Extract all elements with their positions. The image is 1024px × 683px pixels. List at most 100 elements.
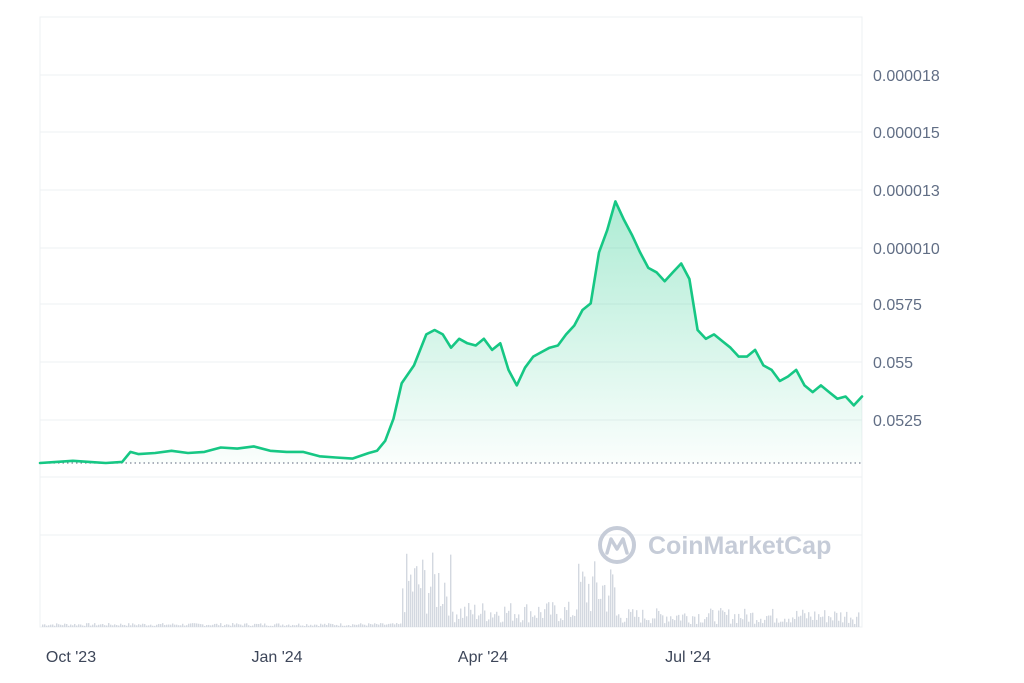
volume-bar — [822, 616, 824, 627]
volume-bar — [224, 624, 226, 627]
volume-bar — [154, 625, 156, 627]
volume-bar — [756, 620, 758, 627]
volume-bar — [94, 623, 96, 627]
volume-bar — [708, 613, 710, 627]
volume-bar — [820, 617, 822, 627]
volume-bar — [678, 614, 680, 627]
volume-bar — [780, 621, 782, 627]
volume-bar — [848, 622, 850, 627]
volume-bar — [834, 611, 836, 627]
volume-bar — [470, 609, 472, 627]
volume-bar — [338, 625, 340, 627]
volume-bar — [474, 604, 476, 627]
volume-bar — [42, 624, 44, 627]
volume-bar — [800, 615, 802, 627]
volume-bar — [836, 612, 838, 627]
volume-bar — [46, 625, 48, 627]
volume-bar — [586, 602, 588, 627]
volume-bar — [390, 623, 392, 627]
volume-bar — [824, 610, 826, 627]
volume-bar — [418, 584, 420, 627]
volume-bar — [570, 616, 572, 627]
volume-bar — [624, 621, 626, 627]
volume-bar — [770, 615, 772, 627]
volume-bar — [84, 625, 86, 627]
volume-bar — [464, 606, 466, 627]
volume-bar — [90, 625, 92, 627]
volume-bar — [484, 610, 486, 627]
volume-bar — [274, 624, 276, 627]
y-tick-label-5: 0.055 — [873, 355, 913, 372]
volume-bar — [114, 624, 116, 627]
volume-bar — [266, 625, 268, 627]
volume-bar — [558, 621, 560, 627]
volume-bar — [362, 624, 364, 627]
volume-bar — [402, 588, 404, 627]
volume-bar — [554, 605, 556, 627]
volume-bar — [722, 610, 724, 627]
volume-bar — [814, 611, 816, 627]
volume-bar — [378, 624, 380, 627]
volume-bar — [842, 622, 844, 627]
volume-bar — [374, 623, 376, 627]
volume-bar — [210, 625, 212, 627]
volume-bar — [536, 617, 538, 627]
volume-bar — [242, 625, 244, 627]
volume-bar — [146, 625, 148, 627]
y-tick-label-1: 0.000015 — [873, 125, 940, 142]
volume-bar — [690, 623, 692, 627]
volume-bar — [428, 593, 430, 627]
volume-bar — [440, 606, 442, 627]
volume-bar — [408, 580, 410, 627]
volume-bar — [340, 623, 342, 627]
volume-bar — [694, 616, 696, 627]
volume-bar — [686, 616, 688, 627]
volume-bar — [416, 566, 418, 627]
volume-bar — [372, 624, 374, 627]
volume-bar — [548, 602, 550, 627]
volume-bar — [568, 601, 570, 627]
volume-bar — [646, 620, 648, 627]
volume-bar — [502, 621, 504, 627]
volume-bar — [660, 614, 662, 627]
volume-bar — [330, 623, 332, 627]
volume-bar — [648, 620, 650, 627]
volume-bar — [104, 625, 106, 627]
volume-bar — [550, 614, 552, 627]
volume-bar — [92, 624, 94, 627]
volume-bar — [252, 625, 254, 627]
volume-bar — [258, 624, 260, 627]
volume-bar — [590, 611, 592, 627]
volume-bar — [380, 623, 382, 627]
price-area-group — [38, 200, 864, 465]
volume-bar — [108, 623, 110, 627]
volume-bar — [630, 611, 632, 627]
volume-bar — [656, 608, 658, 627]
volume-bar — [758, 622, 760, 627]
volume-bar — [438, 573, 440, 627]
volume-bar — [324, 623, 326, 627]
volume-bar — [596, 582, 598, 627]
volume-bar — [666, 616, 668, 627]
volume-bar — [572, 615, 574, 627]
volume-bar — [674, 620, 676, 627]
volume-bar — [144, 624, 146, 627]
volume-bar — [316, 624, 318, 627]
volume-bar — [818, 614, 820, 627]
volume-bar — [158, 623, 160, 627]
volume-bar — [518, 614, 520, 627]
volume-bar — [230, 625, 232, 627]
volume-bar — [634, 616, 636, 627]
volume-bar — [236, 623, 238, 627]
volume-bar — [350, 625, 352, 627]
volume-bar — [406, 553, 408, 627]
volume-bar — [410, 574, 412, 627]
volume-bar — [152, 625, 154, 627]
volume-bar — [148, 625, 150, 627]
volume-bar — [582, 571, 584, 627]
volume-bar — [116, 625, 118, 627]
volume-bar — [298, 623, 300, 627]
volume-bar — [626, 617, 628, 627]
volume-bar — [826, 622, 828, 627]
volume-bar — [492, 617, 494, 627]
